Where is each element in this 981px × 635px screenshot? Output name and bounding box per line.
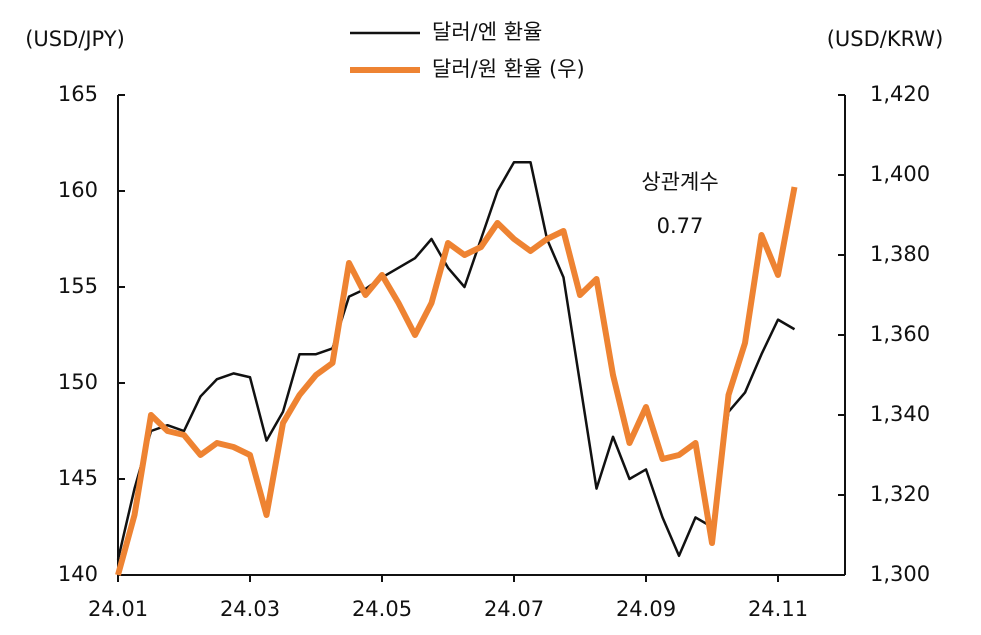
x-tick-label: 24.05	[352, 597, 412, 621]
y2-tick-label: 1,400	[870, 162, 930, 186]
y-axis-label: (USD/JPY)	[25, 27, 125, 51]
y2-tick-label: 1,340	[870, 402, 930, 426]
y-tick-label: 165	[58, 82, 98, 106]
y2-tick-label: 1,380	[870, 242, 930, 266]
y2-axis-label: (USD/KRW)	[827, 27, 944, 51]
series-line	[115, 186, 798, 576]
y-tick-label: 155	[58, 274, 98, 298]
y2-tick-label: 1,360	[870, 322, 930, 346]
series-line	[116, 160, 796, 560]
y-tick-label: 145	[58, 466, 98, 490]
y-tick-label: 150	[58, 370, 98, 394]
y2-tick-label: 1,320	[870, 482, 930, 506]
y-tick-label: 160	[58, 178, 98, 202]
x-tick-label: 24.09	[616, 597, 676, 621]
x-tick-label: 24.03	[220, 597, 280, 621]
x-tick-label: 24.01	[88, 597, 148, 621]
x-tick-label: 24.11	[748, 597, 808, 621]
x-tick-label: 24.07	[484, 597, 544, 621]
legend-label: 달러/원 환율 (우)	[432, 57, 585, 81]
annotation: 상관계수	[641, 170, 718, 194]
legend-label: 달러/엔 환율	[432, 20, 542, 44]
y2-tick-label: 1,420	[870, 82, 930, 106]
y2-tick-label: 1,300	[870, 562, 930, 586]
annotation-value: 0.77	[657, 214, 704, 238]
y-tick-label: 140	[58, 562, 98, 586]
